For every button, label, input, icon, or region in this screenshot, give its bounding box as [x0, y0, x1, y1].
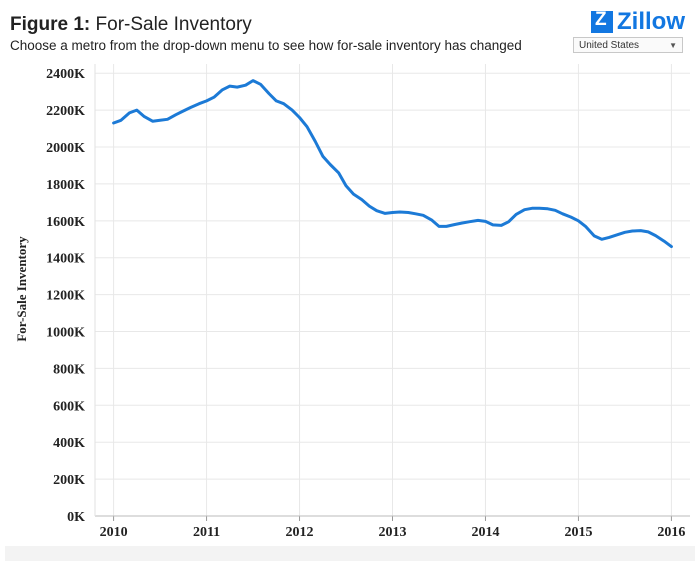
logo-text: Zillow [617, 8, 685, 35]
zillow-logo[interactable]: Zillow [591, 8, 685, 36]
x-tick-label: 2012 [286, 525, 314, 540]
axes: 0K 200K 400K 600K 800K 1000K 1200K 1400K 1600K 18… [46, 64, 690, 540]
zillow-logo-icon [591, 9, 613, 33]
y-tick-label: 400K [53, 436, 85, 451]
x-tick-label: 2014 [471, 525, 499, 540]
chart-header: Figure 1: For-Sale Inventory Choose a me… [10, 14, 522, 53]
y-tick-label: 800K [53, 362, 85, 377]
y-tick-label: 200K [53, 473, 85, 488]
x-tick-label: 2013 [379, 525, 407, 540]
subtitle: Choose a metro from the drop-down menu t… [10, 38, 522, 53]
page-title: Figure 1: For-Sale Inventory [10, 14, 522, 36]
y-tick-label: 1600K [46, 215, 85, 230]
title-text: For-Sale Inventory [95, 14, 252, 35]
y-tick-label: 2400K [46, 67, 85, 82]
y-axis-label: For-Sale Inventory [14, 236, 29, 342]
y-tick-label: 1800K [46, 178, 85, 193]
y-tick-label: 600K [53, 399, 85, 414]
figure-label: Figure 1: [10, 14, 91, 35]
y-tick-label: 1400K [46, 252, 85, 267]
metro-dropdown-value: United States [579, 40, 640, 51]
series-layer [112, 79, 673, 249]
x-tick-label: 2010 [100, 525, 128, 540]
y-tick-label: 0K [67, 510, 85, 525]
footer-scrollbar[interactable] [5, 546, 695, 561]
y-tick-label: 1200K [46, 289, 85, 304]
y-tick-label: 2000K [46, 141, 85, 156]
metro-dropdown[interactable]: United States ▼ [573, 37, 683, 53]
y-tick-label: 2200K [46, 104, 85, 119]
x-tick-label: 2015 [564, 525, 592, 540]
series-line [112, 79, 673, 249]
chevron-down-icon: ▼ [669, 41, 677, 50]
x-tick-label: 2011 [193, 525, 220, 540]
x-tick-label: 2016 [657, 525, 685, 540]
grid-lines [95, 64, 690, 517]
y-tick-label: 1000K [46, 326, 85, 341]
